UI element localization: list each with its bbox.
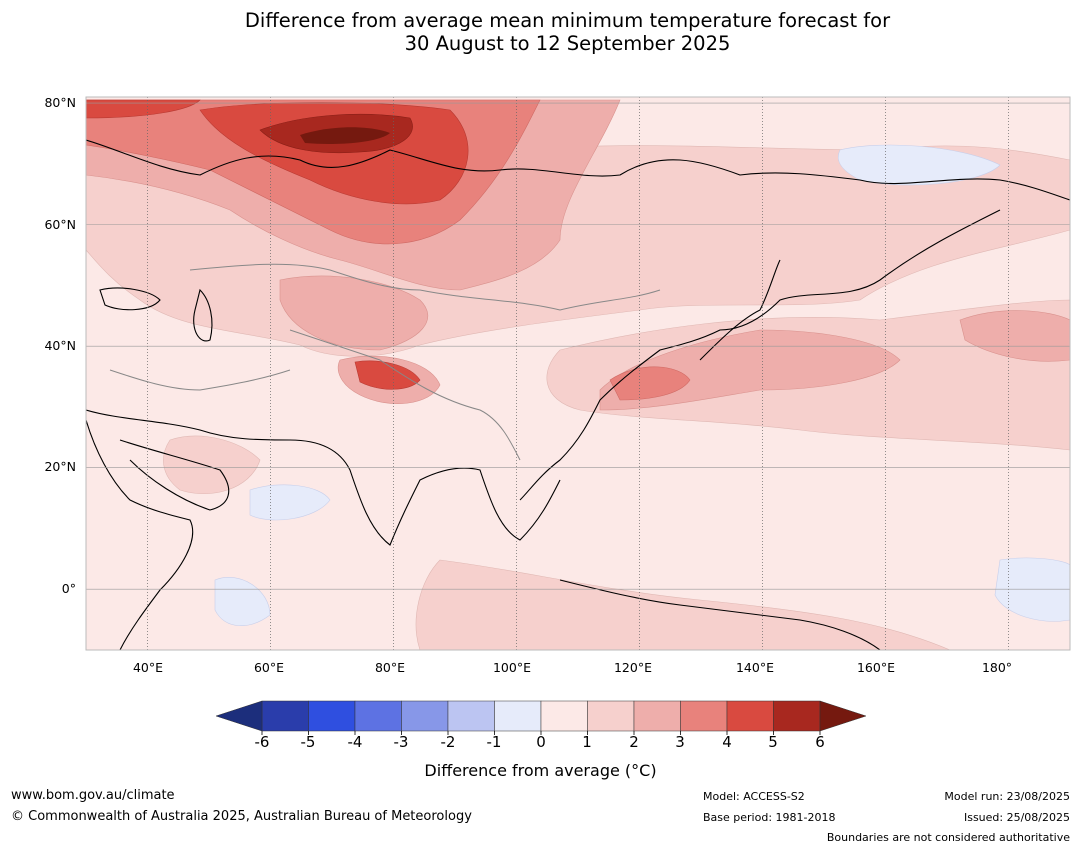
colorbar-tick: -2 — [440, 733, 456, 751]
colorbar-tick: -3 — [393, 733, 409, 751]
colorbar-segment — [308, 700, 356, 732]
coastline-south-asia — [86, 409, 561, 546]
colorbar-tick: 6 — [815, 733, 825, 751]
boundaries-note: Boundaries are not considered authoritat… — [826, 831, 1070, 844]
lat-label-0: 0° — [61, 581, 76, 596]
anomaly-region-1-2-arabia — [163, 435, 261, 495]
coastline-caspian-sea — [193, 288, 213, 342]
anomaly-region-2-3-pacific — [959, 310, 1070, 362]
lat-label-20n: 20°N — [44, 459, 76, 474]
colorbar-tick: -5 — [300, 733, 316, 751]
colorbar-segment — [447, 700, 495, 732]
colorbar-segment — [494, 700, 542, 732]
model-run-date: Model run: 23/08/2025 — [944, 790, 1070, 803]
colorbar-tick: 5 — [768, 733, 778, 751]
colorbar-tick: 2 — [629, 733, 639, 751]
map-gridlines — [86, 97, 1070, 650]
lon-label-100e: 100°E — [492, 660, 531, 675]
country-borders — [109, 263, 661, 461]
lat-label-80n: 80°N — [44, 95, 76, 110]
lon-label-140e: 140°E — [735, 660, 774, 675]
colorbar-segment — [354, 700, 402, 732]
model-name: Model: ACCESS-S2 — [703, 790, 805, 803]
colorbar-tick: 4 — [722, 733, 732, 751]
anomaly-field — [86, 97, 1070, 650]
colorbar-tick: -4 — [347, 733, 363, 751]
anomaly-region-4-5-west — [86, 99, 201, 119]
copyright-text: © Commonwealth of Australia 2025, Austra… — [11, 809, 472, 824]
anomaly-region-4-5-kashmir — [354, 360, 421, 390]
title-line-2: 30 August to 12 September 2025 — [404, 32, 731, 55]
colorbar-tick: -1 — [486, 733, 502, 751]
colorbar-tick: 0 — [536, 733, 546, 751]
website-link[interactable]: www.bom.gov.au/climate — [11, 788, 175, 803]
colorbar-segment — [680, 700, 728, 732]
border-middle-east — [109, 369, 291, 391]
colorbar-segment — [633, 700, 681, 732]
colorbar-tick: 1 — [582, 733, 592, 751]
anomaly-region-3-4-china — [609, 366, 691, 401]
border-central-asia — [189, 263, 661, 311]
coastline-black-sea — [99, 287, 161, 311]
lon-label-160e: 160°E — [856, 660, 895, 675]
colorbar-above-arrow — [819, 700, 867, 732]
anomaly-region-cool-arabian-sea — [249, 484, 331, 521]
lon-label-60e: 60°E — [253, 660, 285, 675]
colorbar-segment — [587, 700, 635, 732]
coastlines — [86, 139, 1070, 650]
coastline-africa — [86, 419, 194, 650]
colorbar — [215, 700, 867, 735]
colorbar-label: Difference from average (°C) — [424, 761, 657, 780]
colorbar-segment — [261, 700, 309, 732]
lon-label-40e: 40°E — [132, 660, 164, 675]
coastline-eurasia-north — [86, 139, 1070, 201]
lon-label-80e: 80°E — [374, 660, 406, 675]
lon-label-180: 180° — [981, 660, 1013, 675]
coastline-east-asia — [519, 209, 1001, 501]
colorbar-segment — [726, 700, 774, 732]
colorbar-tick: -6 — [254, 733, 270, 751]
map-title: Difference from average mean minimum tem… — [0, 9, 1081, 55]
coastline-indonesia — [559, 579, 881, 650]
anomaly-region-above-6 — [300, 127, 390, 144]
colorbar-tick: 3 — [675, 733, 685, 751]
anomaly-region-2-3-central — [279, 275, 429, 351]
lat-label-60n: 60°N — [44, 217, 76, 232]
border-himalaya — [289, 329, 521, 461]
lon-label-120e: 120°E — [613, 660, 652, 675]
colorbar-segment — [401, 700, 449, 732]
coastline-arabia — [119, 439, 230, 511]
issued-date: Issued: 25/08/2025 — [963, 811, 1070, 824]
coastline-japan — [699, 259, 781, 361]
colorbar-segment — [773, 700, 821, 732]
map-frame — [85, 96, 1071, 651]
title-line-1: Difference from average mean minimum tem… — [244, 9, 891, 32]
colorbar-segment — [540, 700, 588, 732]
base-period: Base period: 1981-2018 — [703, 811, 836, 824]
lat-label-40n: 40°N — [44, 338, 76, 353]
colorbar-below-arrow — [215, 700, 263, 732]
